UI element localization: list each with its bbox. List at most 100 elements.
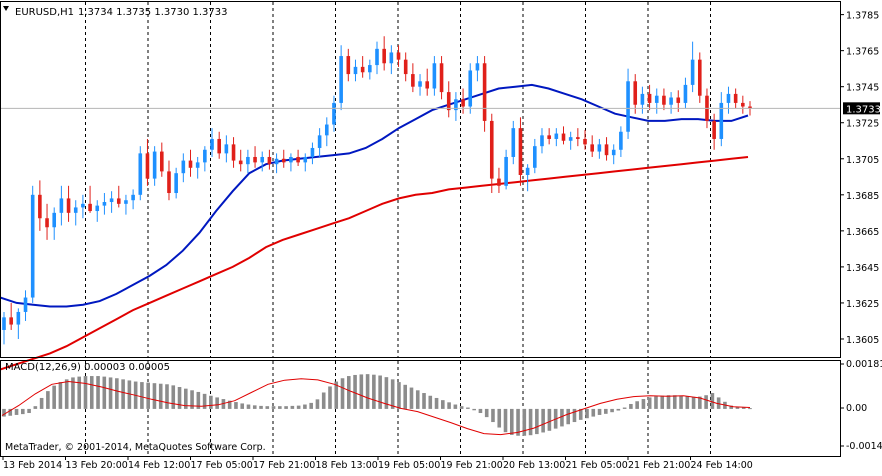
current-price-tag: 1.3733 [843,102,881,115]
candle [590,135,594,157]
moving-average-slow [0,156,749,371]
macd-bar [698,396,702,409]
macd-bar [710,393,715,409]
candle-body [167,171,171,194]
price-tick-label: 1.3745 [846,83,879,94]
candle-body [73,207,78,213]
macd-bar [610,408,614,413]
candle-body [425,81,430,89]
candle [733,88,738,109]
candle [181,153,186,183]
macd-bar [240,403,245,409]
candle [59,185,64,226]
candle [353,59,358,82]
moving-average-fast [0,83,749,308]
price-tick-label: 1.3665 [846,227,879,238]
candle [690,41,695,93]
candle [647,84,652,111]
candle [310,142,315,165]
macd-bar [422,393,426,409]
candle [726,86,731,114]
candle [468,63,473,114]
candle-body [23,297,28,312]
candle-body [454,99,458,111]
time-tick-label: 18 Feb 13:00 [316,460,378,471]
macd-bar [572,408,577,423]
candle [38,180,42,231]
macd-bar [158,383,163,409]
macd-signal-line [1,378,751,436]
collapse-arrow-icon[interactable] [3,6,9,11]
candle-body [690,59,695,85]
candle-body [224,144,229,154]
macd-bar [459,406,464,409]
candle-body [504,156,508,186]
candle-body [9,317,13,325]
macd-bar [535,408,539,435]
candlestick-series [2,36,752,345]
macd-bar [108,377,113,409]
macd-bar [115,378,119,409]
macd-bar [679,395,683,409]
candle-body [525,167,530,175]
time-tick-label: 13 Feb 20:00 [66,460,128,471]
macd-bar [484,408,489,418]
candle [525,164,530,192]
time-tick-label: 19 Feb 05:00 [378,460,440,471]
macd-bar [729,405,733,409]
candle-body [662,95,666,105]
macd-bar [183,388,188,409]
candle-body [174,173,178,194]
candle-body [360,66,365,73]
macd-bar [466,407,470,409]
candle [131,189,135,210]
macd-indicator [1,374,752,436]
candle [66,185,71,222]
macd-bar [321,392,326,409]
candle [446,81,451,118]
candle [604,137,609,161]
candle [712,113,716,150]
price-tick-label: 1.3765 [846,47,879,58]
macd-bar [735,406,740,409]
candle-body [281,158,286,163]
candle [45,203,49,240]
candle-body [518,128,523,175]
candle [231,137,236,168]
price-tick-label: 1.3705 [846,155,879,166]
candle [23,290,28,321]
time-tick-label: 19 Feb 21:00 [441,460,503,471]
macd-bar [334,381,339,409]
candle [303,153,308,172]
macd-bar [252,405,257,409]
candle [238,149,243,172]
macd-bar [83,376,88,409]
time-axis: 13 Feb 2014 13 Feb 20:00 14 Feb 12:00 17 Fe… [2,457,753,471]
candle-body [30,194,35,298]
candle [619,126,623,157]
macd-bar [284,406,288,409]
macd-bar [227,400,232,409]
macd-bar [309,402,313,409]
candle-body [726,93,731,103]
macd-bar [259,405,263,409]
macd-bar [33,406,38,409]
candle [124,194,128,215]
candle [425,68,430,96]
macd-bar [27,408,31,414]
candle [454,92,458,121]
macd-bar [566,408,571,425]
candle-body [489,120,494,179]
candle-body [260,156,265,163]
candle-body [561,133,566,141]
macd-bar [509,408,514,435]
macd-bar [691,396,696,409]
candle [597,138,602,159]
macd-bar [390,379,395,409]
price-tick-label: 1.3725 [846,119,879,130]
macd-bar [415,390,420,409]
candle [489,113,494,194]
candle-body [303,156,308,163]
macd-bar [58,382,63,409]
